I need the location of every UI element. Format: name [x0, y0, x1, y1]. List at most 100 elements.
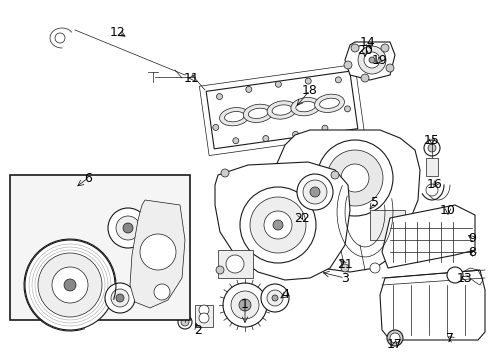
Circle shape	[440, 208, 454, 222]
Circle shape	[292, 131, 298, 138]
Circle shape	[340, 264, 348, 272]
Circle shape	[296, 174, 332, 210]
Polygon shape	[271, 130, 419, 272]
Bar	[439, 228, 469, 248]
Circle shape	[369, 263, 379, 273]
Circle shape	[199, 305, 208, 315]
Circle shape	[427, 144, 435, 152]
Text: 9: 9	[467, 231, 475, 244]
Circle shape	[181, 318, 189, 326]
Circle shape	[305, 78, 310, 84]
Circle shape	[389, 333, 399, 343]
Circle shape	[223, 283, 266, 327]
Polygon shape	[206, 71, 357, 149]
Circle shape	[340, 164, 368, 192]
Text: 19: 19	[371, 54, 387, 67]
Ellipse shape	[219, 108, 249, 126]
Ellipse shape	[314, 94, 344, 112]
Circle shape	[272, 220, 283, 230]
Ellipse shape	[439, 224, 469, 232]
Circle shape	[275, 81, 281, 87]
Text: 16: 16	[426, 179, 442, 192]
Ellipse shape	[319, 98, 339, 108]
Text: 20: 20	[356, 44, 372, 57]
Circle shape	[216, 266, 224, 274]
Circle shape	[446, 267, 462, 283]
Circle shape	[240, 187, 315, 263]
Text: 2: 2	[194, 324, 202, 337]
Circle shape	[52, 267, 88, 303]
Circle shape	[108, 208, 148, 248]
Circle shape	[239, 299, 250, 311]
Text: 1: 1	[241, 298, 248, 311]
Text: 13: 13	[456, 271, 472, 284]
Circle shape	[344, 106, 350, 112]
Circle shape	[309, 187, 319, 197]
Circle shape	[266, 290, 283, 306]
Circle shape	[232, 138, 238, 144]
Bar	[195, 305, 213, 327]
Polygon shape	[215, 162, 349, 280]
Circle shape	[264, 211, 291, 239]
Circle shape	[380, 44, 388, 52]
Circle shape	[230, 291, 259, 319]
Circle shape	[297, 215, 307, 225]
Text: 18: 18	[302, 84, 317, 96]
Circle shape	[116, 216, 140, 240]
Ellipse shape	[243, 104, 273, 122]
Circle shape	[357, 46, 385, 74]
Circle shape	[245, 86, 251, 93]
Text: 14: 14	[359, 36, 375, 49]
Circle shape	[357, 56, 371, 70]
Polygon shape	[130, 200, 184, 308]
Circle shape	[363, 52, 379, 68]
Bar	[369, 210, 404, 240]
Circle shape	[360, 74, 368, 82]
Circle shape	[271, 295, 278, 301]
Text: 7: 7	[445, 332, 453, 345]
Circle shape	[64, 279, 76, 291]
Bar	[10, 175, 190, 320]
Ellipse shape	[271, 105, 291, 115]
Circle shape	[423, 140, 439, 156]
Circle shape	[140, 234, 176, 270]
Text: 11: 11	[184, 72, 200, 85]
Ellipse shape	[439, 244, 469, 252]
Circle shape	[321, 125, 327, 131]
Circle shape	[262, 135, 268, 141]
Circle shape	[368, 57, 374, 63]
Circle shape	[425, 184, 437, 196]
Circle shape	[316, 140, 392, 216]
Text: 10: 10	[439, 203, 455, 216]
Circle shape	[105, 283, 135, 313]
Circle shape	[261, 284, 288, 312]
Circle shape	[212, 125, 218, 130]
Text: 17: 17	[386, 338, 402, 351]
Bar	[218, 250, 252, 278]
Circle shape	[386, 330, 402, 346]
Circle shape	[249, 197, 305, 253]
Circle shape	[199, 313, 208, 323]
Circle shape	[326, 150, 382, 206]
Text: 8: 8	[467, 246, 475, 258]
Text: 5: 5	[370, 195, 378, 208]
Ellipse shape	[248, 108, 267, 118]
Circle shape	[55, 33, 65, 43]
Circle shape	[25, 240, 115, 330]
Circle shape	[335, 77, 341, 83]
Text: 12: 12	[110, 26, 125, 39]
Circle shape	[352, 51, 376, 75]
Ellipse shape	[266, 101, 296, 119]
Text: 3: 3	[340, 271, 348, 284]
Circle shape	[444, 212, 450, 218]
Circle shape	[216, 94, 222, 100]
Circle shape	[123, 223, 133, 233]
Circle shape	[303, 180, 326, 204]
Circle shape	[385, 64, 393, 72]
Polygon shape	[379, 270, 484, 340]
Ellipse shape	[224, 112, 244, 122]
Circle shape	[221, 169, 228, 177]
Polygon shape	[345, 42, 394, 80]
Text: 22: 22	[293, 211, 309, 225]
Circle shape	[111, 289, 129, 307]
